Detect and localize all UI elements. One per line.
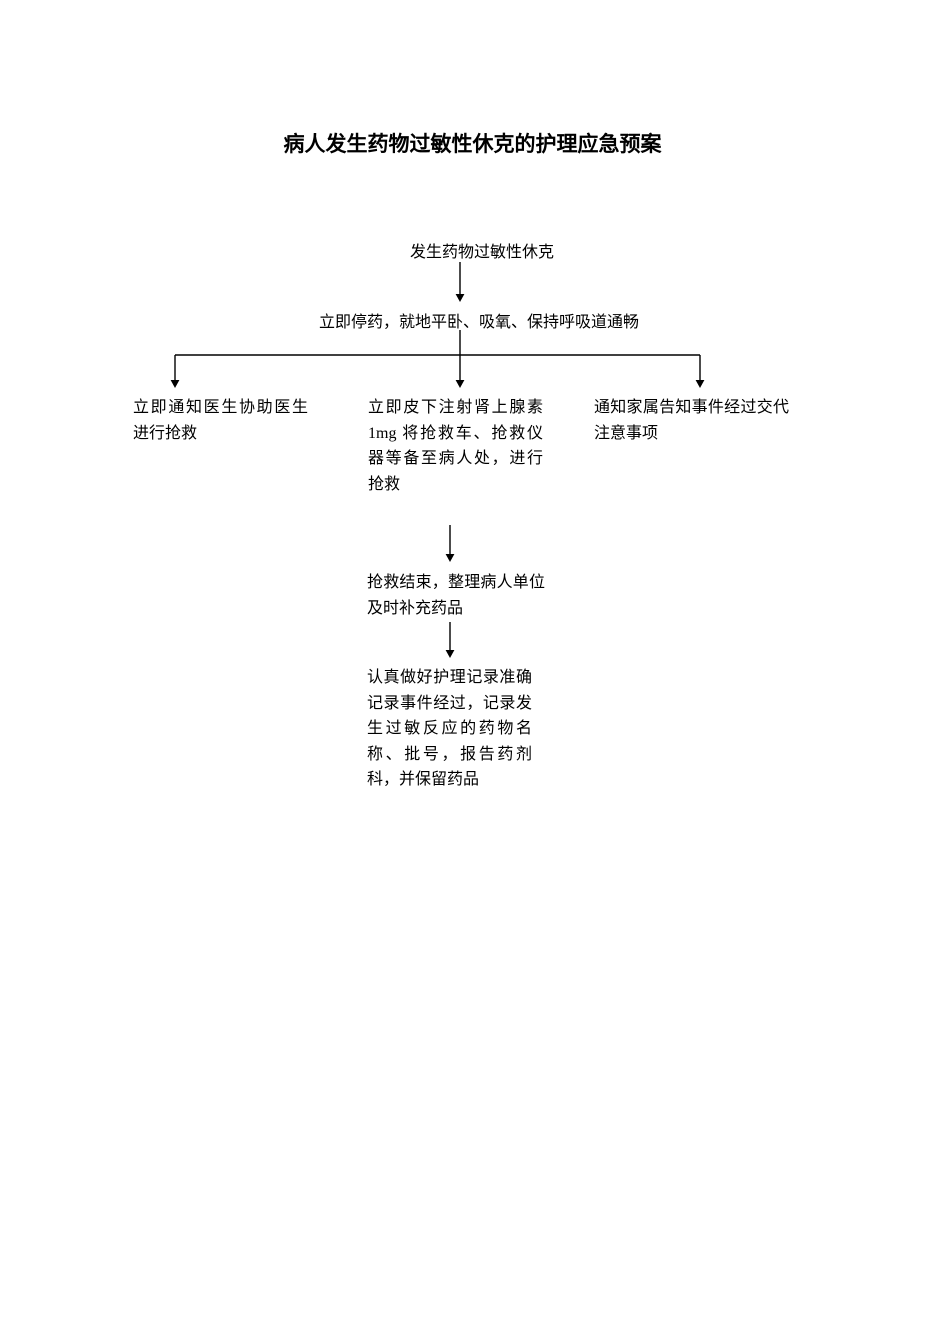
flow-node-start: 发生药物过敏性休克 — [392, 240, 572, 266]
flow-node-inject: 立即皮下注射肾上腺素 1mg 将抢救车、抢救仪器等备至病人处，进行抢救 — [368, 395, 543, 497]
flow-node-rescue-end: 抢救结束，整理病人单位及时补充药品 — [367, 570, 545, 621]
flow-node-stop-drug: 立即停药，就地平卧、吸氧、保持呼吸道通畅 — [279, 310, 679, 336]
flow-node-notify-doctor: 立即通知医生协助医生进行抢救 — [133, 395, 308, 446]
flow-node-record: 认真做好护理记录准确记录事件经过，记录发生过敏反应的药物名称、批号，报告药剂科，… — [367, 665, 532, 793]
flow-node-notify-family: 通知家属告知事件经过交代注意事项 — [594, 395, 789, 446]
page-title: 病人发生药物过敏性休克的护理应急预案 — [0, 128, 945, 158]
